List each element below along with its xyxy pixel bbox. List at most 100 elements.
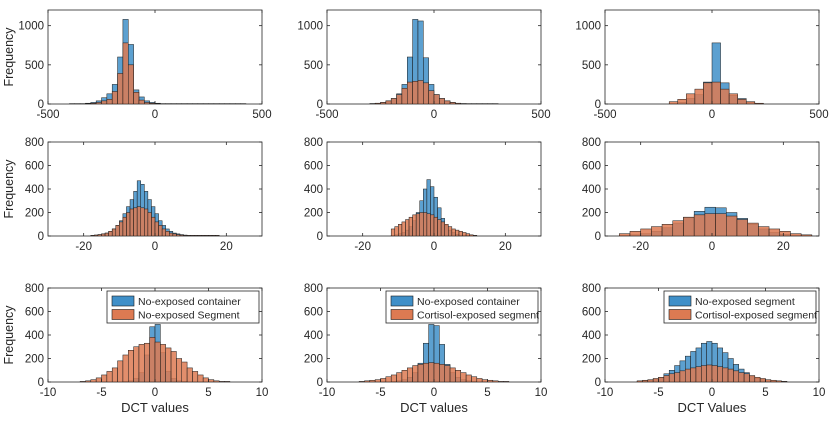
y-tick-label: 0 <box>317 231 323 243</box>
bar-orange <box>765 379 772 382</box>
bar-orange <box>128 350 134 382</box>
x-tick-label: -10 <box>319 387 336 399</box>
legend-swatch-orange <box>111 309 135 320</box>
bar-orange <box>215 235 220 236</box>
bar-orange <box>90 102 97 104</box>
bar-orange <box>701 365 707 382</box>
bar-orange <box>398 224 403 236</box>
bar-orange <box>401 370 408 382</box>
bar-orange <box>781 381 788 382</box>
y-tick-label: 800 <box>25 283 44 295</box>
bar-orange <box>775 380 782 382</box>
x-tick-label: 20 <box>777 241 790 253</box>
x-tick-label: -20 <box>75 241 92 253</box>
bar-orange <box>390 374 397 382</box>
bar-orange <box>133 207 138 236</box>
bar-orange <box>727 368 734 382</box>
bar-orange <box>90 235 95 236</box>
bar-orange <box>711 81 721 104</box>
bar-orange <box>412 81 419 104</box>
x-tick-label: 0 <box>709 387 715 399</box>
bar-orange <box>503 381 510 382</box>
x-tick-label: 0 <box>152 387 158 399</box>
panel-4: 0 200 400 600 800 -20 0 20 Frequency <box>2 137 263 253</box>
y-tick-label: 200 <box>25 208 44 220</box>
y-tick-label: 200 <box>304 208 323 220</box>
bar-orange <box>104 232 109 236</box>
bar-orange <box>106 371 113 382</box>
bar-orange <box>444 365 451 382</box>
bar-orange <box>444 224 449 236</box>
bar-orange <box>133 92 140 104</box>
bar-orange <box>94 234 99 236</box>
bar-orange <box>726 215 738 236</box>
y-tick-label: 0 <box>38 231 44 243</box>
bar-orange <box>165 231 170 236</box>
bars <box>668 42 764 104</box>
x-tick-label: 0 <box>152 109 158 121</box>
x-tick-label: 20 <box>220 241 233 253</box>
bar-orange <box>703 82 713 104</box>
bar-orange <box>661 224 674 236</box>
bar-orange <box>658 377 665 382</box>
x-tick-label: 0 <box>709 109 715 121</box>
panel-6: 0 200 400 600 800 -20 0 20 <box>582 137 820 253</box>
bars <box>358 324 510 382</box>
bar-orange <box>770 379 777 382</box>
bar-orange <box>465 374 472 382</box>
y-tick-label: 200 <box>304 354 323 366</box>
bar-orange <box>674 372 681 382</box>
y-tick-label: 500 <box>582 60 601 72</box>
bar-orange <box>405 219 410 236</box>
bar-orange <box>358 381 365 382</box>
bar-orange <box>176 234 181 236</box>
bar-orange <box>423 82 429 104</box>
x-tick-label: 20 <box>499 241 512 253</box>
bar-orange <box>745 101 756 104</box>
x-tick-label: -5 <box>653 387 663 399</box>
x-tick-label: 5 <box>205 387 211 399</box>
bar-blue <box>711 42 721 104</box>
bar-orange <box>469 234 474 236</box>
y-tick-label: 0 <box>317 99 323 111</box>
bar-orange <box>462 232 467 236</box>
legend-swatch-blue <box>390 295 414 307</box>
bar-orange <box>779 231 791 236</box>
bar-orange <box>144 208 149 236</box>
bar-orange <box>437 219 442 236</box>
bar-orange <box>455 102 461 104</box>
bar-orange <box>169 232 174 236</box>
bars <box>619 206 813 236</box>
bar-orange <box>668 101 679 104</box>
bar-orange <box>95 377 102 382</box>
bar-orange <box>679 370 686 382</box>
bar-orange <box>97 234 102 236</box>
bar-orange <box>619 233 631 236</box>
bar-orange <box>407 81 413 104</box>
bar-orange <box>652 378 659 382</box>
x-tick-label: 10 <box>535 387 548 399</box>
y-tick-label: 400 <box>582 184 601 196</box>
bar-orange <box>439 98 445 104</box>
bar-orange <box>179 234 184 236</box>
bar-orange <box>720 88 730 104</box>
bar-orange <box>737 99 747 104</box>
bar-orange <box>412 214 417 236</box>
bar-orange <box>122 354 129 382</box>
bar-orange <box>695 366 702 382</box>
bar-orange <box>451 228 456 236</box>
x-tick-label: -500 <box>593 109 616 121</box>
x-tick-label: 0 <box>431 241 437 253</box>
bar-orange <box>408 216 413 236</box>
x-tick-label: 10 <box>256 387 269 399</box>
bar-orange <box>129 208 134 236</box>
bar-orange <box>487 379 494 382</box>
bar-orange <box>186 367 193 382</box>
y-tick-label: 1000 <box>18 21 44 33</box>
x-axis-label: DCT values <box>121 400 189 415</box>
bar-orange <box>385 100 392 104</box>
bar-orange <box>396 372 403 382</box>
